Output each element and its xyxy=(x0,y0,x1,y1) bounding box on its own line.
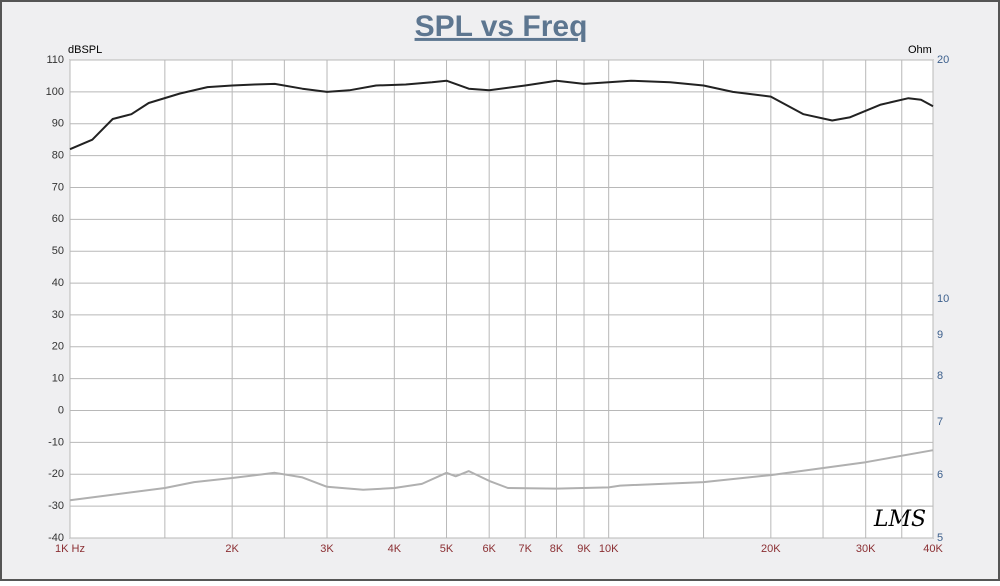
y-axis-label: dBSPL xyxy=(68,44,102,56)
logo: LMS xyxy=(873,507,926,532)
y2-tick-label: 7 xyxy=(937,416,943,428)
x-tick-label: 7K xyxy=(519,543,533,555)
x-tick-label: 20K xyxy=(761,543,781,555)
y-tick-label: 110 xyxy=(46,54,64,66)
x-tick-label: 9K xyxy=(577,543,591,555)
series-line xyxy=(69,79,934,151)
y2-tick-label: 20 xyxy=(937,54,949,66)
y-tick-label: -30 xyxy=(48,500,64,512)
y-tick-label: 10 xyxy=(52,373,64,385)
x-tick-label: 2K xyxy=(225,543,239,555)
x-tick-label: 8K xyxy=(550,543,564,555)
y-tick-label: 80 xyxy=(52,150,64,162)
x-tick-label: 5K xyxy=(440,543,454,555)
y-tick-label: 100 xyxy=(46,86,64,98)
x-tick-label: 10K xyxy=(599,543,619,555)
y-tick-label: 70 xyxy=(52,181,64,193)
y-tick-label: -20 xyxy=(48,468,64,480)
y2-tick-label: 5 xyxy=(937,532,943,544)
y2-tick-label: 10 xyxy=(937,293,949,305)
y-tick-label: -40 xyxy=(48,532,64,544)
y-tick-label: 30 xyxy=(52,309,64,321)
x-tick-label: 3K xyxy=(320,543,334,555)
y-tick-label: 50 xyxy=(52,245,64,257)
y-tick-label: 60 xyxy=(52,213,64,225)
y2-tick-label: 6 xyxy=(937,469,943,481)
y-tick-label: 20 xyxy=(52,341,64,353)
series-line xyxy=(69,449,934,502)
y-tick-label: 0 xyxy=(58,404,64,416)
x-tick-label: 1K Hz xyxy=(55,543,85,555)
x-tick-label: 40K xyxy=(923,543,943,555)
y2-tick-label: 9 xyxy=(937,329,943,341)
y-tick-label: 40 xyxy=(52,277,64,289)
y2-tick-label: 8 xyxy=(937,370,943,382)
x-tick-label: 4K xyxy=(388,543,402,555)
chart-title: SPL vs Freq xyxy=(415,10,588,43)
y2-axis-label: Ohm xyxy=(908,44,932,56)
plot-area xyxy=(69,59,934,539)
y-tick-label: -10 xyxy=(48,436,64,448)
x-tick-label: 30K xyxy=(856,543,876,555)
x-tick-label: 6K xyxy=(482,543,496,555)
y-tick-label: 90 xyxy=(52,118,64,130)
